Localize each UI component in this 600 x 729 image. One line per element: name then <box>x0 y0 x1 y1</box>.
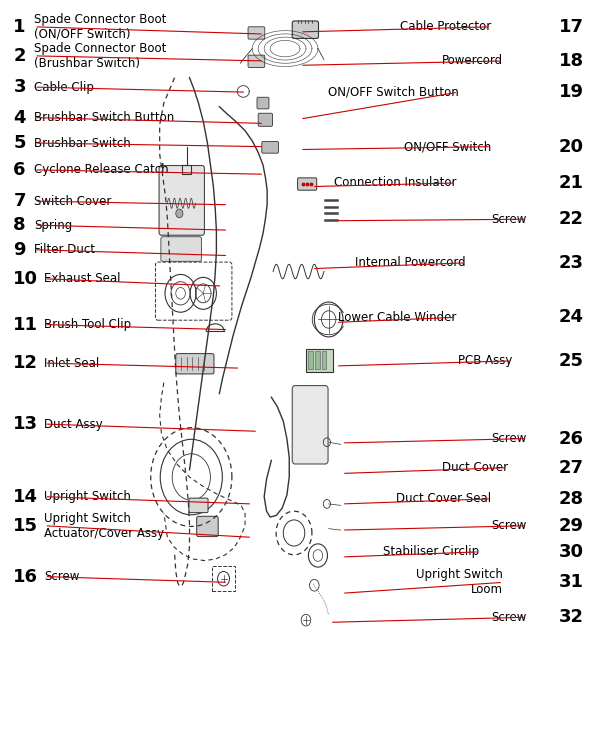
Bar <box>322 351 326 369</box>
FancyBboxPatch shape <box>197 516 218 537</box>
Text: Duct Cover: Duct Cover <box>442 461 508 474</box>
Text: 26: 26 <box>559 429 584 448</box>
Text: Exhaust Seal: Exhaust Seal <box>44 273 121 285</box>
Text: Screw: Screw <box>491 432 527 445</box>
Bar <box>315 351 320 369</box>
Text: Spring: Spring <box>34 219 73 232</box>
Text: 10: 10 <box>13 270 38 288</box>
Text: 9: 9 <box>13 241 26 259</box>
FancyBboxPatch shape <box>258 113 272 126</box>
Bar <box>308 351 313 369</box>
Text: Brush Tool Clip: Brush Tool Clip <box>44 318 131 331</box>
Text: Screw: Screw <box>44 570 80 583</box>
FancyBboxPatch shape <box>292 386 328 464</box>
Bar <box>212 566 235 591</box>
Text: Powercord: Powercord <box>442 55 503 68</box>
Text: Duct Cover Seal: Duct Cover Seal <box>396 492 491 505</box>
Text: 15: 15 <box>13 517 38 534</box>
Text: 29: 29 <box>559 517 584 534</box>
Text: 5: 5 <box>13 134 26 152</box>
Text: 13: 13 <box>13 415 38 433</box>
Text: 3: 3 <box>13 78 26 96</box>
FancyBboxPatch shape <box>159 165 205 235</box>
Circle shape <box>176 209 183 218</box>
Text: 16: 16 <box>13 568 38 585</box>
Text: Screw: Screw <box>491 519 527 532</box>
Text: Internal Powercord: Internal Powercord <box>355 257 466 269</box>
FancyBboxPatch shape <box>248 55 265 68</box>
Text: Brushbar Switch: Brushbar Switch <box>34 136 131 149</box>
Text: 20: 20 <box>559 138 584 155</box>
Text: 17: 17 <box>559 17 584 36</box>
Text: Inlet Seal: Inlet Seal <box>44 356 100 370</box>
Text: 27: 27 <box>559 459 584 477</box>
Bar <box>306 348 333 372</box>
Text: 8: 8 <box>13 216 26 234</box>
Text: Brushbar Switch Button: Brushbar Switch Button <box>34 111 175 124</box>
Text: Filter Duct: Filter Duct <box>34 243 95 257</box>
Text: Duct Assy: Duct Assy <box>44 418 103 431</box>
Text: ON/OFF Switch: ON/OFF Switch <box>404 140 491 153</box>
Text: Cable Clip: Cable Clip <box>34 81 94 93</box>
Text: 23: 23 <box>559 254 584 272</box>
Text: Screw: Screw <box>491 213 527 226</box>
Text: 22: 22 <box>559 210 584 228</box>
Text: 19: 19 <box>559 83 584 101</box>
Text: 1: 1 <box>13 17 26 36</box>
Text: Cyclone Release Catch: Cyclone Release Catch <box>34 163 169 176</box>
Text: 21: 21 <box>559 174 584 192</box>
FancyBboxPatch shape <box>257 97 269 109</box>
Text: 30: 30 <box>559 543 584 561</box>
FancyBboxPatch shape <box>262 141 278 153</box>
Text: PCB Assy: PCB Assy <box>458 354 512 367</box>
FancyBboxPatch shape <box>248 27 265 39</box>
Text: Spade Connector Boot
(ON/OFF Switch): Spade Connector Boot (ON/OFF Switch) <box>34 13 167 41</box>
Text: 11: 11 <box>13 316 38 334</box>
Text: Lower Cable Winder: Lower Cable Winder <box>338 311 457 324</box>
Text: 4: 4 <box>13 109 26 127</box>
Text: 28: 28 <box>559 490 584 508</box>
Text: 14: 14 <box>13 488 38 506</box>
FancyBboxPatch shape <box>176 354 214 374</box>
Text: ON/OFF Switch Button: ON/OFF Switch Button <box>328 86 458 98</box>
Text: Connection Insulator: Connection Insulator <box>334 176 457 190</box>
FancyBboxPatch shape <box>298 178 317 190</box>
Text: 24: 24 <box>559 308 584 327</box>
Text: 32: 32 <box>559 608 584 626</box>
FancyBboxPatch shape <box>189 498 208 512</box>
Text: Upright Switch: Upright Switch <box>44 490 131 503</box>
Text: 12: 12 <box>13 354 38 372</box>
Text: Stabiliser Circlip: Stabiliser Circlip <box>383 545 479 558</box>
Text: 25: 25 <box>559 352 584 370</box>
FancyBboxPatch shape <box>292 21 319 39</box>
Text: 31: 31 <box>559 574 584 591</box>
Text: Upright Switch
Actuator/Cover Assy: Upright Switch Actuator/Cover Assy <box>44 512 164 539</box>
Text: Switch Cover: Switch Cover <box>34 195 112 208</box>
Text: 18: 18 <box>559 52 584 70</box>
Text: 6: 6 <box>13 161 26 179</box>
Text: Spade Connector Boot
(Brushbar Switch): Spade Connector Boot (Brushbar Switch) <box>34 42 167 70</box>
Text: Screw: Screw <box>491 611 527 624</box>
FancyBboxPatch shape <box>161 237 202 262</box>
Text: 7: 7 <box>13 192 26 210</box>
Text: Upright Switch
Loom: Upright Switch Loom <box>416 569 503 596</box>
Text: Cable Protector: Cable Protector <box>400 20 491 34</box>
Text: 2: 2 <box>13 47 26 65</box>
